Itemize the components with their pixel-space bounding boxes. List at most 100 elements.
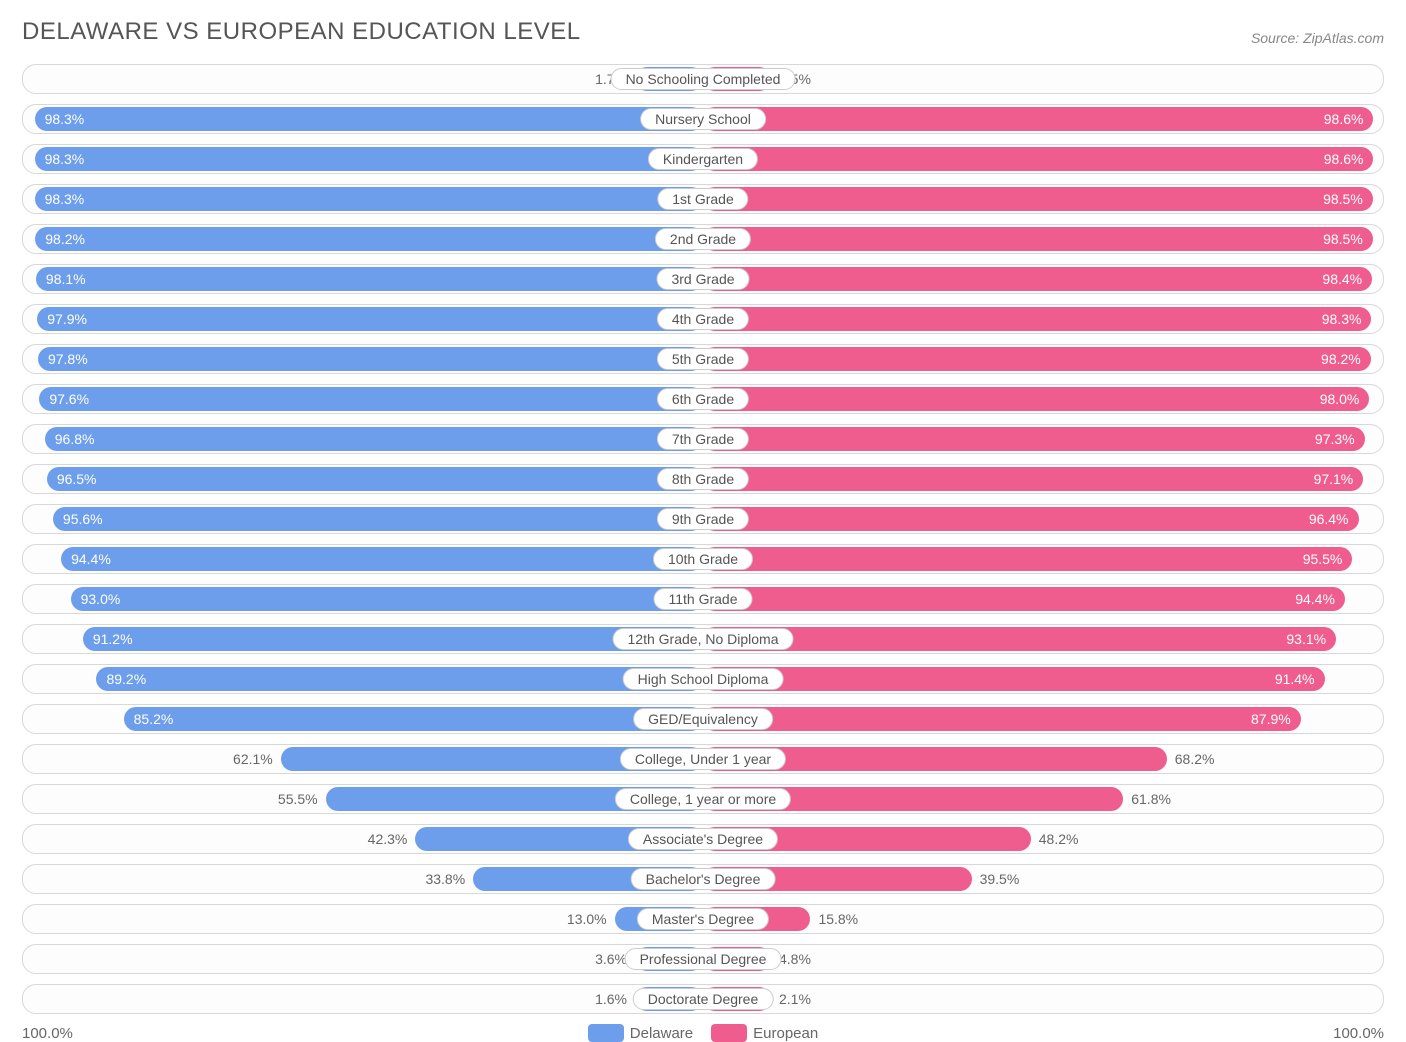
left-bar: 89.2% <box>96 667 703 691</box>
left-bar: 96.5% <box>47 467 703 491</box>
left-value-label: 93.0% <box>81 587 121 611</box>
left-value-label: 96.8% <box>55 427 95 451</box>
right-value-label: 95.5% <box>1303 547 1343 571</box>
category-label: 7th Grade <box>657 428 749 450</box>
left-value-label: 96.5% <box>57 467 97 491</box>
diverging-bar-chart: 1.7%1.5%No Schooling Completed98.3%98.6%… <box>22 64 1384 1014</box>
legend-swatch-left <box>588 1024 624 1042</box>
right-value-label: 98.2% <box>1321 347 1361 371</box>
left-value-label: 62.1% <box>233 745 273 773</box>
left-bar: 98.2% <box>35 227 703 251</box>
category-label: College, Under 1 year <box>620 748 786 770</box>
left-bar: 95.6% <box>53 507 703 531</box>
right-value-label: 94.4% <box>1295 587 1335 611</box>
category-label: 3rd Grade <box>656 268 749 290</box>
right-value-label: 98.5% <box>1323 187 1363 211</box>
legend-item-left: Delaware <box>588 1024 693 1042</box>
chart-row: 95.6% 96.4% 9th Grade <box>22 504 1384 534</box>
chart-row: 3.6%4.8%Professional Degree <box>22 944 1384 974</box>
right-bar: 98.4% <box>703 267 1372 291</box>
right-value-label: 48.2% <box>1039 825 1079 853</box>
category-label: Master's Degree <box>637 908 769 930</box>
category-label: 8th Grade <box>657 468 749 490</box>
left-value-label: 95.6% <box>63 507 103 531</box>
right-bar: 97.1% <box>703 467 1363 491</box>
left-bar: 98.3% <box>35 187 703 211</box>
chart-row: 97.8% 98.2% 5th Grade <box>22 344 1384 374</box>
category-label: Associate's Degree <box>628 828 778 850</box>
chart-container: DELAWARE VS EUROPEAN EDUCATION LEVEL Sou… <box>0 0 1406 975</box>
chart-row: 55.5%61.8%College, 1 year or more <box>22 784 1384 814</box>
category-label: 12th Grade, No Diploma <box>613 628 794 650</box>
chart-footer: 100.0% Delaware European 100.0% <box>22 1024 1384 1042</box>
left-value-label: 13.0% <box>567 905 607 933</box>
right-bar: 94.4% <box>703 587 1345 611</box>
right-value-label: 68.2% <box>1175 745 1215 773</box>
left-value-label: 91.2% <box>93 627 133 651</box>
left-value-label: 3.6% <box>595 945 627 973</box>
chart-row: 94.4%95.5%10th Grade <box>22 544 1384 574</box>
chart-row: 97.6%98.0%6th Grade <box>22 384 1384 414</box>
chart-row: 91.2% 93.1%12th Grade, No Diploma <box>22 624 1384 654</box>
right-value-label: 98.5% <box>1323 227 1363 251</box>
right-value-label: 98.4% <box>1322 267 1362 291</box>
right-bar: 98.6% <box>703 147 1373 171</box>
chart-row: 89.2%91.4%High School Diploma <box>22 664 1384 694</box>
legend-label-right: European <box>753 1025 818 1042</box>
chart-row: 98.3% 98.5% 1st Grade <box>22 184 1384 214</box>
category-label: GED/Equivalency <box>633 708 773 730</box>
chart-row: 97.9%98.3%4th Grade <box>22 304 1384 334</box>
right-value-label: 98.3% <box>1322 307 1362 331</box>
chart-row: 1.7%1.5%No Schooling Completed <box>22 64 1384 94</box>
right-value-label: 98.0% <box>1320 387 1360 411</box>
chart-row: 33.8%39.5%Bachelor's Degree <box>22 864 1384 894</box>
right-bar: 97.3% <box>703 427 1365 451</box>
right-value-label: 2.1% <box>779 985 811 1013</box>
right-value-label: 98.6% <box>1324 107 1364 131</box>
category-label: Doctorate Degree <box>633 988 774 1010</box>
left-value-label: 98.2% <box>45 227 85 251</box>
left-value-label: 89.2% <box>106 667 146 691</box>
left-value-label: 97.8% <box>48 347 88 371</box>
legend: Delaware European <box>588 1024 818 1042</box>
category-label: High School Diploma <box>623 668 784 690</box>
right-bar: 98.5% <box>703 227 1373 251</box>
category-label: Professional Degree <box>625 948 782 970</box>
chart-row: 85.2% 87.9%GED/Equivalency <box>22 704 1384 734</box>
left-bar: 96.8% <box>45 427 703 451</box>
legend-label-left: Delaware <box>630 1025 693 1042</box>
right-bar: 95.5% <box>703 547 1352 571</box>
chart-row: 1.6% 2.1%Doctorate Degree <box>22 984 1384 1014</box>
left-value-label: 98.3% <box>45 107 85 131</box>
chart-row: 62.1% 68.2% College, Under 1 year <box>22 744 1384 774</box>
right-bar: 87.9% <box>703 707 1301 731</box>
category-label: 11th Grade <box>653 588 752 610</box>
category-label: 2nd Grade <box>655 228 751 250</box>
left-value-label: 98.3% <box>45 187 85 211</box>
category-label: 1st Grade <box>657 188 748 210</box>
left-value-label: 33.8% <box>425 865 465 893</box>
right-value-label: 97.1% <box>1314 467 1354 491</box>
category-label: 9th Grade <box>657 508 749 530</box>
right-bar: 98.6% <box>703 107 1373 131</box>
category-label: 5th Grade <box>657 348 749 370</box>
category-label: Bachelor's Degree <box>631 868 776 890</box>
left-value-label: 85.2% <box>134 707 174 731</box>
chart-row: 93.0% 94.4% 11th Grade <box>22 584 1384 614</box>
left-bar: 97.8% <box>38 347 703 371</box>
chart-row: 96.8% 97.3%7th Grade <box>22 424 1384 454</box>
left-value-label: 97.9% <box>47 307 87 331</box>
right-value-label: 96.4% <box>1309 507 1349 531</box>
left-value-label: 1.6% <box>595 985 627 1013</box>
category-label: Nursery School <box>640 108 766 130</box>
left-bar: 98.3% <box>35 147 703 171</box>
axis-left-max: 100.0% <box>22 1025 73 1042</box>
right-bar: 93.1% <box>703 627 1336 651</box>
legend-swatch-right <box>711 1024 747 1042</box>
header: DELAWARE VS EUROPEAN EDUCATION LEVEL Sou… <box>22 18 1384 46</box>
category-label: 6th Grade <box>657 388 749 410</box>
chart-row: 98.3%98.6%Kindergarten <box>22 144 1384 174</box>
left-bar: 98.1% <box>36 267 703 291</box>
legend-item-right: European <box>711 1024 818 1042</box>
chart-title: DELAWARE VS EUROPEAN EDUCATION LEVEL <box>22 18 581 46</box>
